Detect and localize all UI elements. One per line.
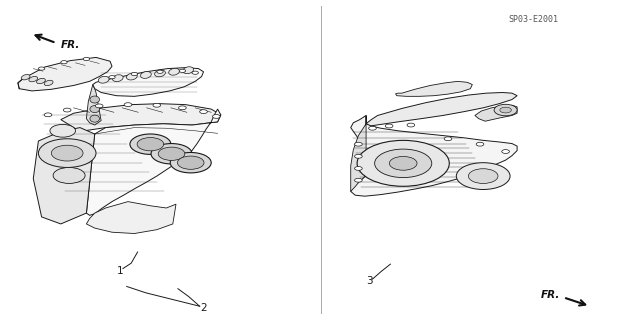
Polygon shape bbox=[86, 202, 176, 234]
Circle shape bbox=[200, 110, 207, 114]
Text: FR.: FR. bbox=[61, 40, 80, 50]
Circle shape bbox=[389, 156, 417, 170]
Circle shape bbox=[50, 124, 76, 137]
Circle shape bbox=[355, 142, 362, 146]
Ellipse shape bbox=[90, 115, 100, 122]
Polygon shape bbox=[351, 115, 517, 196]
Circle shape bbox=[476, 142, 484, 146]
Circle shape bbox=[131, 72, 138, 76]
Circle shape bbox=[124, 103, 132, 107]
Circle shape bbox=[357, 140, 449, 186]
Circle shape bbox=[192, 71, 198, 74]
Circle shape bbox=[95, 104, 103, 108]
Circle shape bbox=[130, 134, 171, 154]
Polygon shape bbox=[351, 115, 366, 191]
Circle shape bbox=[444, 137, 452, 141]
Ellipse shape bbox=[21, 75, 30, 80]
Circle shape bbox=[109, 76, 115, 79]
Circle shape bbox=[407, 123, 415, 127]
Ellipse shape bbox=[99, 76, 109, 83]
Circle shape bbox=[355, 154, 362, 158]
Circle shape bbox=[212, 115, 220, 118]
Polygon shape bbox=[86, 109, 221, 215]
Ellipse shape bbox=[141, 71, 151, 78]
Circle shape bbox=[51, 145, 83, 161]
Polygon shape bbox=[396, 81, 472, 96]
Polygon shape bbox=[366, 93, 517, 126]
Text: SP03-E2001: SP03-E2001 bbox=[509, 15, 559, 24]
Ellipse shape bbox=[29, 77, 38, 82]
Polygon shape bbox=[475, 105, 517, 121]
Circle shape bbox=[385, 124, 393, 128]
Circle shape bbox=[151, 144, 192, 164]
Text: 1: 1 bbox=[117, 266, 124, 276]
Text: 3: 3 bbox=[367, 276, 373, 286]
Ellipse shape bbox=[90, 106, 100, 113]
Circle shape bbox=[38, 139, 96, 167]
Ellipse shape bbox=[183, 67, 193, 74]
Circle shape bbox=[177, 156, 204, 169]
Ellipse shape bbox=[127, 73, 137, 80]
Circle shape bbox=[170, 152, 211, 173]
Circle shape bbox=[374, 149, 432, 178]
Circle shape bbox=[500, 107, 511, 113]
Circle shape bbox=[44, 113, 52, 117]
Circle shape bbox=[456, 163, 510, 189]
Ellipse shape bbox=[113, 75, 123, 82]
Polygon shape bbox=[86, 85, 101, 125]
Circle shape bbox=[355, 167, 362, 170]
Circle shape bbox=[355, 178, 362, 182]
Polygon shape bbox=[33, 128, 95, 224]
Circle shape bbox=[83, 57, 90, 61]
Circle shape bbox=[502, 150, 509, 153]
Circle shape bbox=[157, 70, 163, 73]
Ellipse shape bbox=[155, 70, 165, 77]
Ellipse shape bbox=[169, 68, 179, 75]
Ellipse shape bbox=[90, 96, 100, 103]
Circle shape bbox=[63, 108, 71, 112]
Circle shape bbox=[137, 137, 164, 151]
Circle shape bbox=[53, 167, 85, 183]
Circle shape bbox=[38, 67, 45, 70]
Text: 2: 2 bbox=[200, 303, 207, 314]
Circle shape bbox=[61, 61, 67, 64]
Circle shape bbox=[369, 126, 376, 130]
Polygon shape bbox=[93, 68, 204, 96]
Text: FR.: FR. bbox=[541, 290, 560, 300]
Polygon shape bbox=[18, 57, 112, 91]
Ellipse shape bbox=[36, 78, 45, 84]
Circle shape bbox=[468, 169, 498, 183]
Circle shape bbox=[494, 104, 517, 116]
Circle shape bbox=[179, 106, 186, 110]
Ellipse shape bbox=[44, 80, 53, 85]
Circle shape bbox=[179, 69, 186, 72]
Polygon shape bbox=[61, 104, 221, 131]
Circle shape bbox=[158, 147, 185, 160]
Circle shape bbox=[153, 103, 161, 107]
